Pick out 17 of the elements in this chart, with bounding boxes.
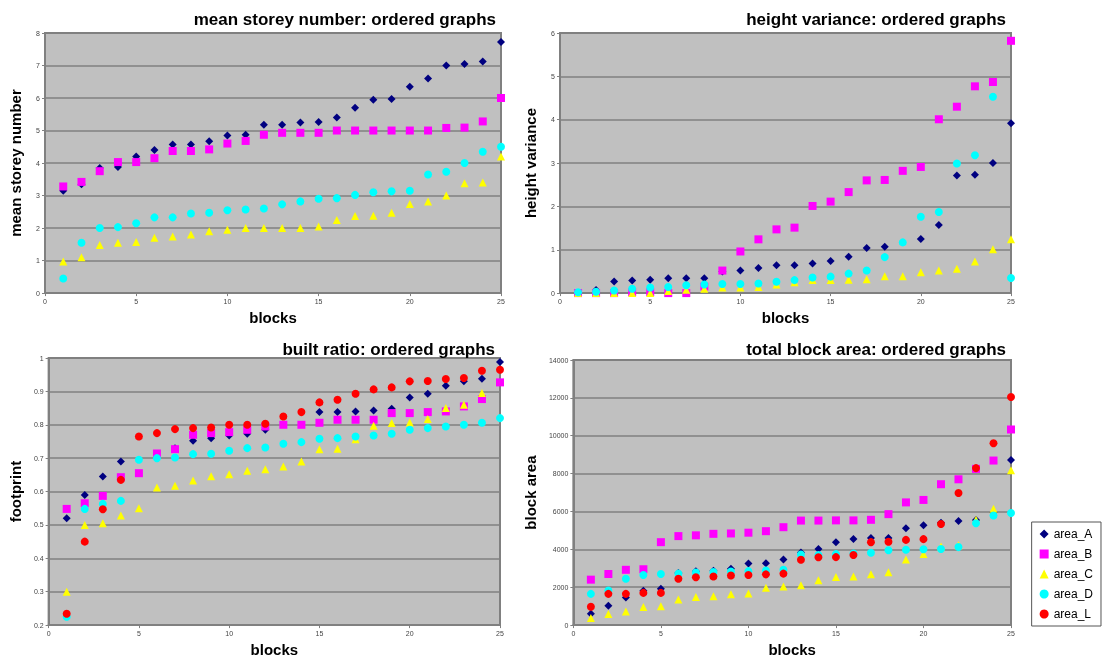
legend-label: area_L [1053,607,1092,621]
x-axis-title: blocks [761,309,810,326]
y-axis-title: block area [522,454,539,530]
x-axis-title: blocks [250,641,299,658]
chart-title: built ratio: ordered graphs [282,340,496,359]
y-axis-title: mean storey number [7,89,24,237]
chart-title: total block area: ordered graphs [746,340,1007,359]
y-axis-title: height variance [522,108,539,219]
legend-label: area_B [1053,547,1093,561]
chart-title: mean storey number: ordered graphs [193,10,497,29]
x-axis-title: blocks [249,309,297,326]
x-axis-title: blocks [768,641,816,658]
legend-label: area_C [1053,567,1094,581]
y-axis-title: footprint [7,460,24,523]
legend-label: area_A [1053,527,1093,541]
legend-label: area_D [1053,587,1094,601]
chart-title: height variance: ordered graphs [746,10,1007,29]
